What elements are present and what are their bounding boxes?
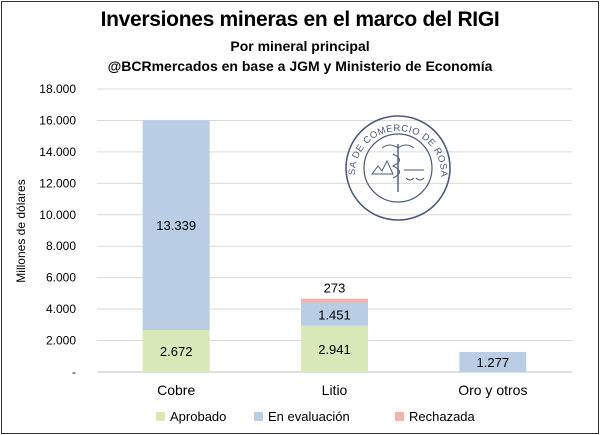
y-axis-label: Millones de dólares [14, 179, 28, 282]
bar-segment-aprobado [142, 329, 210, 372]
bars: 2.672 13.339 2.941 1.451 273 1.277 [142, 120, 527, 372]
x-category-label: Oro y otros [458, 382, 527, 398]
bar-segment-aprobado [301, 325, 368, 372]
legend-label: Aprobado [170, 409, 226, 424]
chart-source: @BCRmercados en base a JGM y Ministerio … [107, 58, 493, 74]
bar-segment-en-evaluación [301, 302, 368, 326]
seal-landscape [371, 159, 394, 175]
chart-subtitle: Por mineral principal [230, 38, 370, 54]
legend-label: En evaluación [268, 409, 350, 424]
legend-swatch [254, 412, 263, 421]
chart-title: Inversiones mineras en el marco del RIGI [100, 8, 500, 31]
bar-segment-en-evaluación [459, 351, 527, 372]
data-label: 1.277 [477, 355, 510, 370]
legend-swatch [395, 412, 404, 421]
y-tick-label: 16.000 [39, 113, 76, 127]
legend-label: Rechazada [409, 409, 476, 424]
data-label: 273 [324, 281, 346, 296]
legend: Aprobado En evaluación Rechazada [156, 409, 476, 424]
bar-segment-en-evaluación [142, 120, 210, 330]
y-tick-label: 4.000 [46, 302, 76, 316]
seal-scale-pans [405, 177, 425, 181]
y-tick-label: - [72, 365, 76, 379]
x-category-label: Litio [322, 382, 348, 398]
y-tick-label: 10.000 [39, 208, 76, 222]
seal-outer-ring [345, 115, 451, 221]
x-axis-categories: Cobre Litio Oro y otros [157, 382, 527, 398]
y-tick-label: 8.000 [46, 239, 76, 253]
seal-inner-ring [363, 133, 433, 203]
data-label: 1.451 [318, 307, 351, 322]
y-tick-label: 14.000 [39, 145, 76, 159]
y-tick-label: 2.000 [46, 334, 76, 348]
data-label: 2.941 [318, 342, 351, 357]
data-label: 2.672 [160, 344, 193, 359]
seal-wings [381, 144, 415, 149]
data-label: 13.339 [156, 218, 196, 233]
y-tick-label: 6.000 [46, 271, 76, 285]
y-tick-label: 12.000 [39, 176, 76, 190]
x-category-label: Cobre [157, 382, 195, 398]
bar-segment-rechazada [301, 298, 368, 303]
y-tick-label: 18.000 [39, 82, 76, 96]
y-axis-ticks: - 2.000 4.000 6.000 8.000 10.000 12.000 14.000 1… [39, 82, 76, 379]
legend-swatch [156, 412, 165, 421]
seal-caduceus-snake [391, 153, 400, 179]
